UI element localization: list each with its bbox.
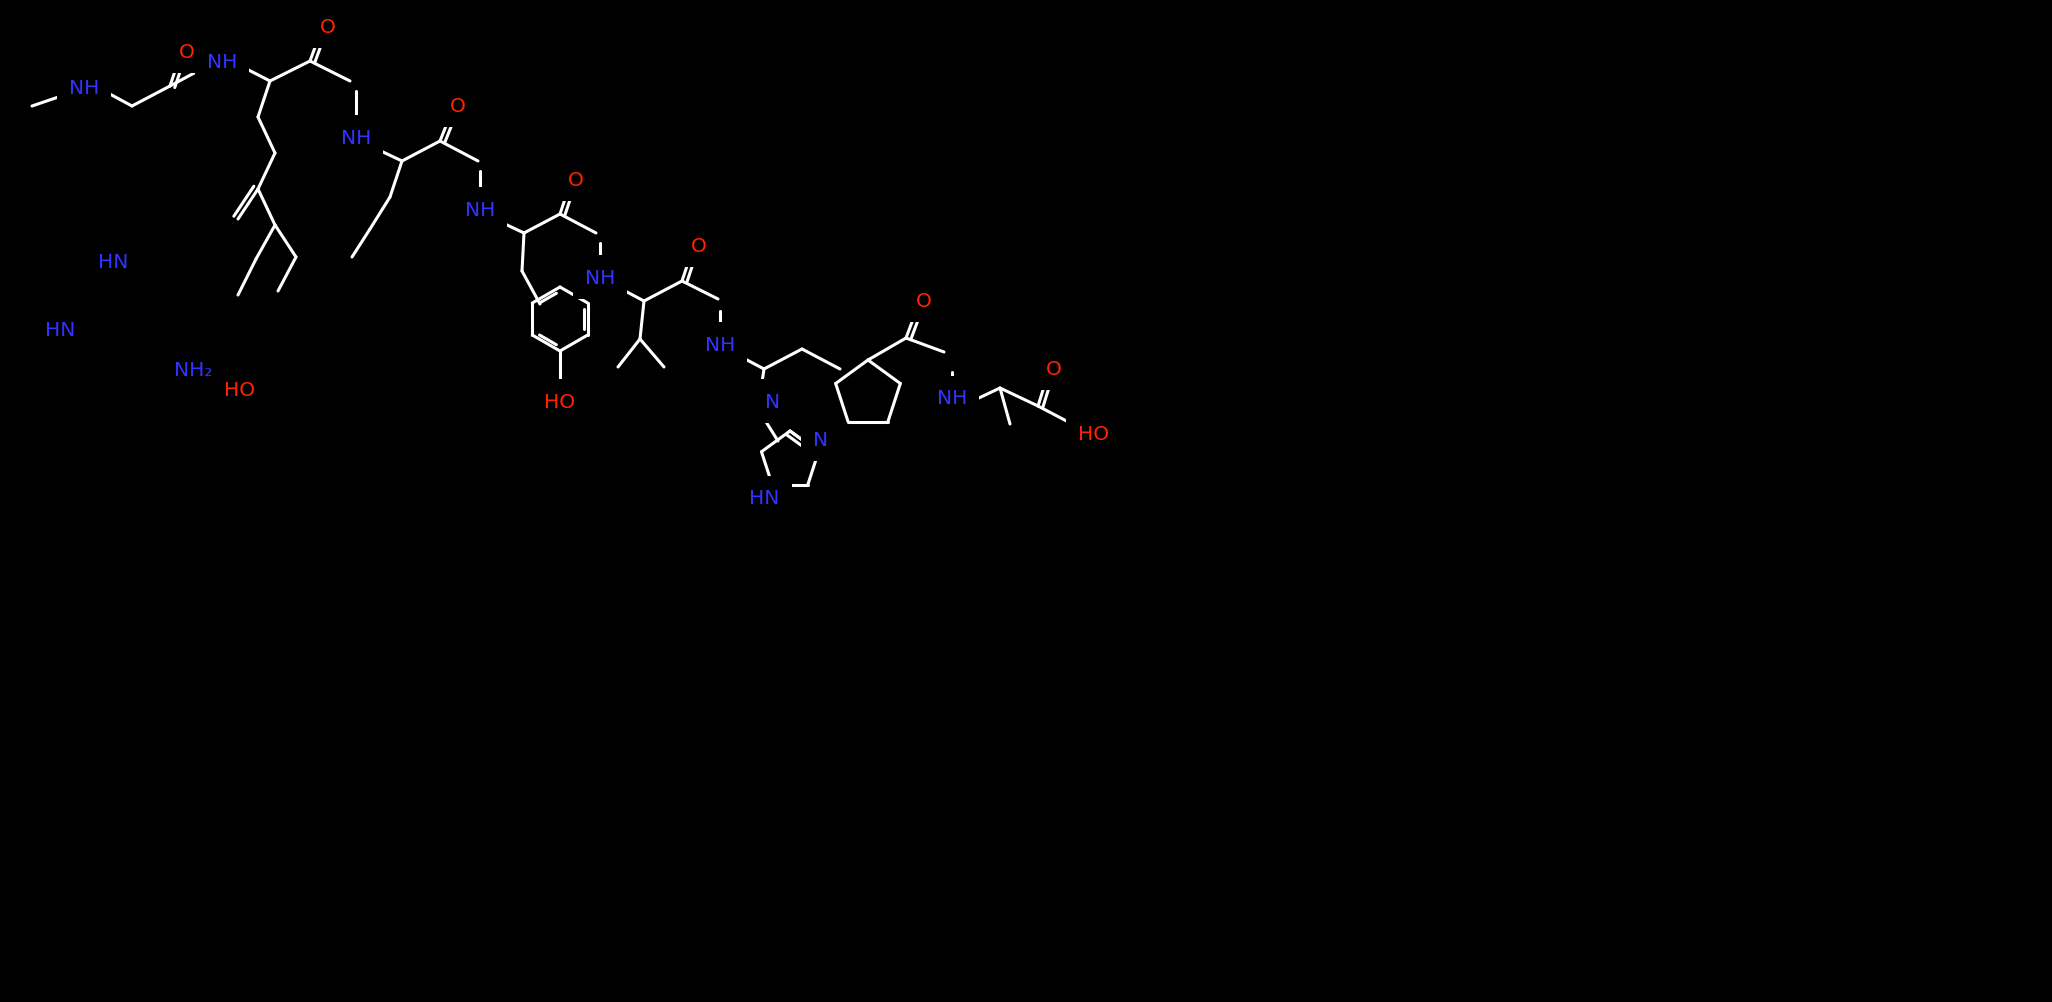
Text: NH: NH: [207, 52, 238, 71]
Text: HN: HN: [45, 321, 76, 339]
Text: NH₂: NH₂: [174, 360, 211, 379]
Text: NH: NH: [938, 389, 966, 408]
Text: NH: NH: [704, 335, 735, 354]
Text: HO: HO: [544, 392, 575, 411]
Text: O: O: [320, 17, 337, 36]
Text: O: O: [915, 292, 932, 311]
Text: NH: NH: [466, 200, 495, 219]
Text: N: N: [765, 392, 780, 411]
Text: HN: HN: [749, 488, 780, 507]
Text: O: O: [449, 96, 466, 115]
Text: HO: HO: [1079, 424, 1110, 443]
Text: N: N: [813, 431, 829, 450]
Text: NH: NH: [70, 78, 98, 97]
Text: O: O: [568, 170, 585, 189]
Text: O: O: [179, 42, 195, 61]
Text: NH: NH: [341, 128, 371, 147]
Text: O: O: [692, 236, 708, 256]
Text: HO: HO: [224, 380, 256, 399]
Text: O: O: [1047, 359, 1063, 378]
Text: HN: HN: [98, 253, 127, 272]
Text: NH: NH: [585, 269, 616, 288]
